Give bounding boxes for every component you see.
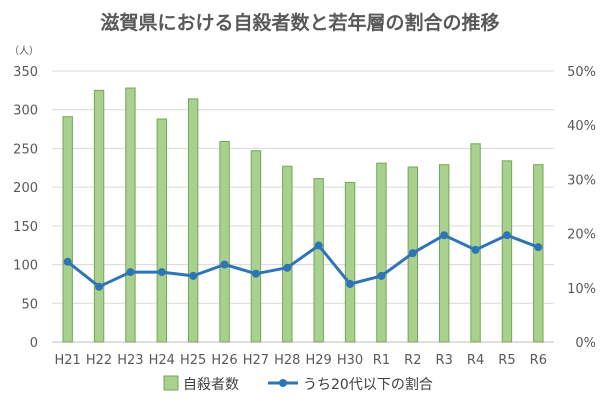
bar	[282, 165, 293, 343]
line-point	[283, 263, 292, 272]
line-series-path	[66, 233, 539, 289]
right-axis-tick-label: 0%	[575, 336, 596, 351]
x-axis-ticks: H21 H22 H23 H24 H25 H26 H27 H28 H29 H30 R1 R2 R3 R4 R5…	[55, 353, 547, 368]
line-point	[157, 268, 166, 277]
x-axis-tick-label: H24	[149, 353, 175, 368]
right-axis-tick-label: 50%	[567, 65, 596, 80]
line-point	[534, 243, 543, 252]
left-axis-tick-label: 100	[13, 259, 38, 274]
x-axis-tick-label: H21	[55, 353, 81, 368]
x-axis-tick-label: R1	[373, 353, 390, 368]
right-axis-tick-label: 40%	[567, 119, 596, 134]
bar	[125, 87, 136, 343]
line-point	[408, 249, 417, 258]
bar	[250, 150, 262, 343]
bar	[376, 162, 387, 343]
legend-line-label: うち20代以下の割合	[303, 376, 433, 393]
right-axis-tick-label: 30%	[567, 173, 596, 188]
bar	[93, 89, 105, 343]
bar	[438, 164, 450, 343]
right-axis-tick-label: 10%	[567, 282, 596, 297]
x-axis-tick-label: R5	[498, 353, 515, 368]
legend-bar-swatch	[163, 375, 179, 391]
line-point	[220, 260, 229, 269]
bar	[313, 178, 324, 343]
x-axis-tick-label: H28	[274, 353, 300, 368]
left-axis-tick-label: 50	[21, 297, 38, 312]
line-point	[95, 282, 104, 291]
legend: 自殺者数 うち20代以下の割合	[163, 375, 433, 393]
x-axis-tick-label: H25	[180, 353, 206, 368]
line-point	[346, 280, 355, 289]
bar	[156, 118, 168, 343]
line-point	[126, 268, 135, 277]
left-axis-ticks: 0 50 100 150 200 250 300 350	[13, 65, 38, 351]
bar	[344, 181, 356, 343]
line-point	[471, 245, 480, 254]
bar	[219, 140, 230, 343]
x-axis-tick-label: R3	[436, 353, 453, 368]
line-point	[314, 241, 323, 250]
x-axis-tick-label: H27	[243, 353, 269, 368]
bar	[501, 160, 513, 343]
chart-title: 滋賀県における自殺者数と若年層の割合の推移	[100, 11, 499, 34]
line-point	[440, 231, 449, 240]
bar	[533, 164, 544, 343]
bar	[470, 143, 481, 343]
line-point	[502, 231, 511, 240]
legend-line-marker	[279, 379, 287, 387]
x-axis-tick-label: H30	[337, 353, 363, 368]
y-axis-unit-label: （人）	[9, 45, 39, 57]
right-axis-tick-label: 20%	[567, 228, 596, 243]
left-axis-tick-label: 200	[13, 181, 38, 196]
gridlines	[52, 70, 554, 343]
left-axis-tick-label: 250	[13, 142, 38, 157]
line-series-group	[63, 231, 543, 291]
x-axis-tick-label: H23	[117, 353, 143, 368]
bar	[62, 116, 73, 343]
x-axis-tick-label: R6	[530, 353, 547, 368]
line-point	[189, 271, 198, 280]
left-axis-tick-label: 0	[30, 336, 38, 351]
line-point	[377, 271, 386, 280]
x-axis-tick-label: H29	[306, 353, 332, 368]
left-axis-tick-label: 350	[13, 65, 38, 80]
left-axis-tick-label: 150	[13, 220, 38, 235]
x-axis-tick-label: R4	[467, 353, 484, 368]
line-point	[63, 257, 72, 266]
x-axis-tick-label: H22	[86, 353, 112, 368]
x-axis-tick-label: H26	[211, 353, 237, 368]
left-axis-tick-label: 300	[13, 104, 38, 119]
right-axis-ticks: 0% 10% 20% 30% 40% 50%	[567, 65, 596, 351]
bar-series-group	[62, 87, 544, 343]
x-axis-tick-label: R2	[404, 353, 421, 368]
line-point	[251, 269, 260, 278]
legend-bar-label: 自殺者数	[183, 377, 239, 393]
bar	[187, 98, 199, 343]
